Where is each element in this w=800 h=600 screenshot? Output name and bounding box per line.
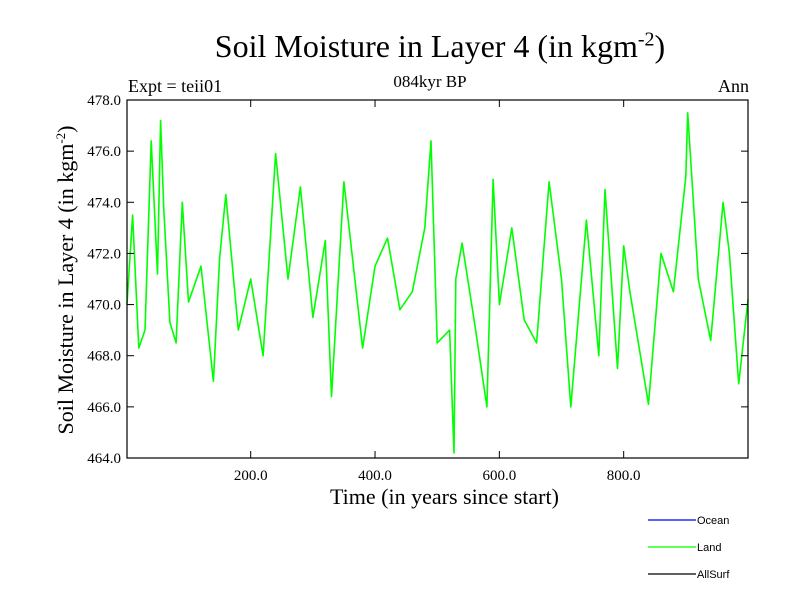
chart-subtitle: 084kyr BP [393, 72, 467, 91]
y-tick-label: 470.0 [87, 298, 121, 314]
series-line-land [126, 112, 749, 454]
plot-frame [126, 99, 749, 459]
legend: Ocean Land AllSurf [648, 515, 730, 581]
y-tick-label: 472.0 [87, 246, 121, 262]
chart-title: Soil Moisture in Layer 4 (in kgm-2) [214, 28, 666, 64]
legend-label-allsurf: AllSurf [697, 569, 730, 581]
x-axis-label: Time (in years since start) [330, 484, 559, 509]
x-tick-label: 800.0 [607, 468, 641, 484]
plot-area [126, 112, 749, 454]
experiment-label: Expt = teii01 [128, 76, 223, 96]
axes: 200.0 400.0 600.0 800.0 464.0 466.0 468.0 470.0… [87, 93, 748, 484]
season-label: Ann [718, 76, 749, 96]
y-tick-label: 478.0 [87, 93, 121, 109]
y-tick-label: 474.0 [87, 195, 121, 211]
x-tick-label: 400.0 [358, 468, 392, 484]
legend-label-ocean: Ocean [697, 515, 729, 527]
y-tick-label: 476.0 [87, 144, 121, 160]
y-tick-label: 464.0 [87, 451, 121, 467]
x-tick-label: 200.0 [234, 468, 268, 484]
legend-label-land: Land [697, 542, 721, 554]
y-tick-label: 466.0 [87, 400, 121, 416]
x-tick-label: 600.0 [482, 468, 516, 484]
y-tick-label: 468.0 [87, 349, 121, 365]
